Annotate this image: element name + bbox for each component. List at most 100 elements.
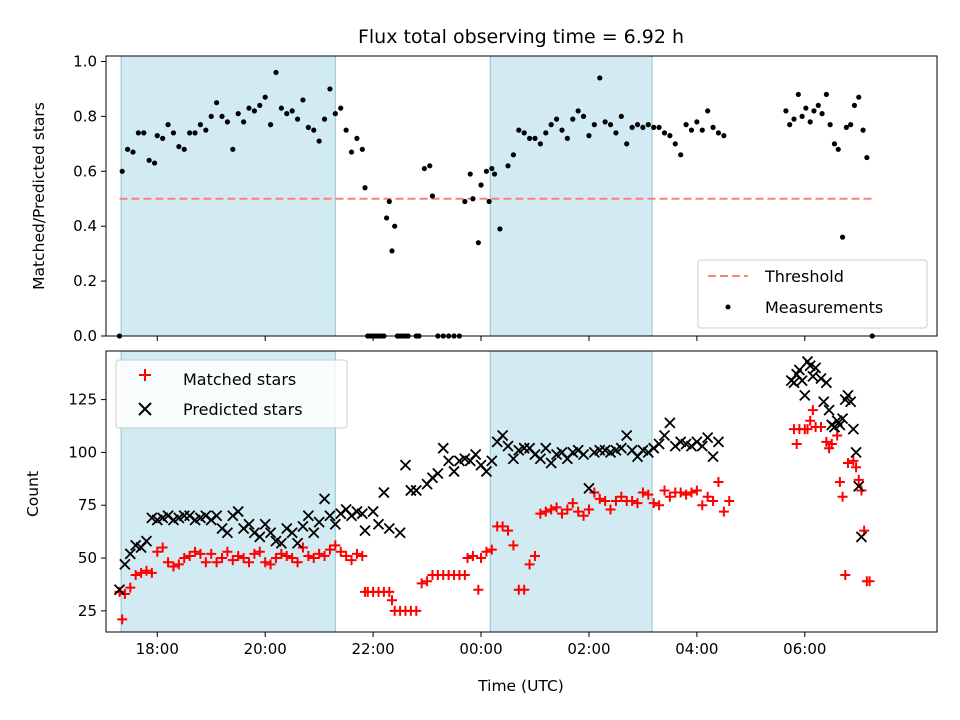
predicted-stars-point bbox=[818, 396, 830, 408]
matched-stars-point bbox=[357, 550, 368, 561]
measurement-point bbox=[289, 108, 295, 114]
legend-predicted-label: Predicted stars bbox=[183, 400, 303, 419]
measurement-point bbox=[130, 149, 136, 155]
matched-stars-point bbox=[195, 548, 206, 559]
predicted-stars-point bbox=[297, 520, 309, 532]
matched-stars-point bbox=[551, 502, 562, 513]
predicted-stars-point bbox=[378, 486, 390, 499]
measurement-point bbox=[597, 75, 603, 81]
matched-stars-point bbox=[190, 546, 201, 557]
matched-stars-point bbox=[270, 553, 281, 564]
matched-stars-point bbox=[503, 525, 514, 536]
matched-stars-point bbox=[610, 496, 621, 507]
measurement-point bbox=[803, 105, 809, 111]
measurement-point bbox=[383, 215, 390, 221]
predicted-stars-point bbox=[702, 431, 714, 444]
matched-stars-point bbox=[605, 504, 616, 515]
ratio-y-tick-label: 0.2 bbox=[73, 272, 97, 290]
ratio-y-tick-label: 0.6 bbox=[73, 162, 97, 180]
matched-stars-point bbox=[260, 557, 271, 568]
matched-stars-point bbox=[222, 546, 233, 557]
measurement-point bbox=[208, 113, 214, 119]
measurement-point bbox=[467, 171, 473, 177]
measurement-point bbox=[154, 133, 160, 139]
legend-measurements-label: Measurements bbox=[765, 298, 883, 317]
measurement-point bbox=[835, 146, 841, 152]
ratio-y-tick-label: 0.4 bbox=[73, 217, 97, 235]
measurement-point bbox=[661, 130, 668, 136]
measurement-point bbox=[311, 127, 317, 133]
measurement-point bbox=[811, 108, 817, 114]
measurement-point bbox=[124, 146, 131, 152]
matched-stars-point bbox=[384, 586, 395, 597]
predicted-stars-point bbox=[275, 537, 288, 549]
measurement-point bbox=[241, 119, 247, 125]
measurement-point bbox=[799, 113, 805, 119]
x-tick-label: 22:00 bbox=[351, 640, 394, 658]
measurement-point bbox=[421, 165, 427, 172]
matched-stars-point bbox=[567, 498, 578, 509]
measurement-point bbox=[392, 223, 398, 229]
legend-predicted-swatch bbox=[138, 402, 152, 416]
measurement-point bbox=[146, 157, 152, 163]
matched-stars-point bbox=[481, 546, 492, 557]
predicted-stars-point bbox=[507, 453, 520, 465]
measurement-point bbox=[543, 130, 549, 136]
matched-stars-point bbox=[556, 508, 567, 519]
measurement-point bbox=[516, 127, 522, 133]
matched-stars-point bbox=[864, 576, 875, 587]
measurement-point bbox=[160, 135, 166, 141]
predicted-stars-point bbox=[356, 508, 368, 520]
measurement-point bbox=[618, 113, 624, 119]
measurement-point bbox=[354, 135, 360, 141]
measurement-point bbox=[278, 105, 284, 111]
predicted-stars-point bbox=[788, 377, 800, 389]
predicted-stars-point bbox=[534, 453, 547, 465]
matched-stars-point bbox=[664, 491, 675, 502]
measurement-point bbox=[429, 193, 436, 199]
predicted-stars-point bbox=[545, 457, 557, 469]
x-tick-label: 04:00 bbox=[675, 640, 718, 658]
measurement-point bbox=[651, 124, 657, 130]
matched-stars-point bbox=[805, 415, 816, 426]
measurement-point bbox=[170, 130, 177, 136]
predicted-stars-point bbox=[264, 527, 277, 539]
predicted-stars-point bbox=[405, 484, 417, 497]
predicted-stars-point bbox=[443, 455, 455, 467]
predicted-stars-point bbox=[367, 505, 379, 518]
predicted-stars-point bbox=[302, 510, 314, 522]
matched-stars-point bbox=[578, 510, 589, 521]
matched-stars-point bbox=[832, 430, 843, 441]
matched-stars-point bbox=[276, 548, 287, 559]
count-y-tick-label: 125 bbox=[68, 391, 97, 409]
predicted-stars-point bbox=[286, 527, 298, 539]
measurement-point bbox=[843, 124, 849, 130]
matched-stars-point bbox=[573, 506, 584, 517]
matched-stars-point bbox=[837, 491, 848, 502]
matched-stars-point bbox=[848, 455, 859, 466]
matched-stars-point bbox=[467, 550, 478, 561]
matched-stars-point bbox=[697, 500, 708, 511]
matched-stars-point bbox=[303, 550, 314, 561]
measurement-point bbox=[580, 113, 587, 119]
predicted-stars-point bbox=[399, 459, 412, 471]
matched-stars-point bbox=[152, 546, 163, 557]
measurement-point bbox=[119, 168, 125, 174]
measurement-point bbox=[462, 198, 468, 205]
measurement-point bbox=[214, 100, 220, 106]
predicted-stars-point bbox=[432, 467, 444, 480]
matched-stars-point bbox=[713, 476, 724, 487]
predicted-stars-point bbox=[448, 465, 460, 478]
matched-stars-point bbox=[691, 485, 702, 496]
matched-stars-point bbox=[600, 496, 611, 507]
ratio-legend: Threshold Measurements bbox=[697, 259, 928, 329]
measurement-point bbox=[505, 163, 511, 169]
measurement-point bbox=[694, 119, 700, 125]
measurement-point bbox=[856, 94, 862, 100]
matched-stars-point bbox=[675, 487, 686, 498]
predicted-stars-point bbox=[119, 558, 131, 571]
matched-stars-point bbox=[632, 498, 643, 509]
measurement-point bbox=[537, 141, 543, 147]
matched-stars-point bbox=[184, 550, 195, 561]
